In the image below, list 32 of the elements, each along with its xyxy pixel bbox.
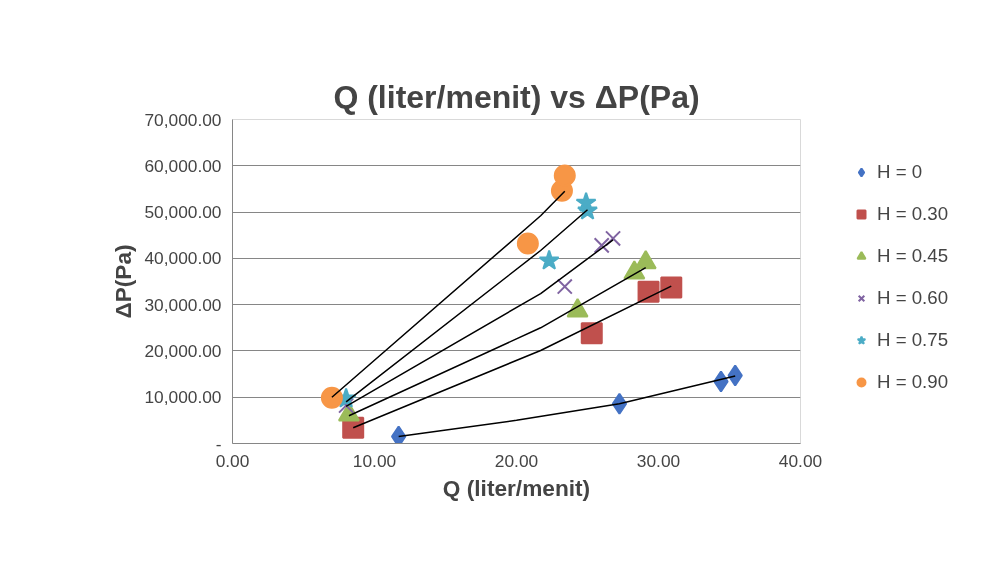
y-tick-label: 70,000.00 — [144, 109, 222, 130]
y-tick-label: 10,000.00 — [144, 387, 222, 408]
x-tick-label: 10.00 — [352, 450, 397, 471]
legend-label: H = 0.60 — [877, 287, 949, 309]
x-tick-label: 20.00 — [494, 450, 539, 471]
point — [580, 322, 603, 345]
legend-label: H = 0.30 — [877, 203, 949, 225]
y-tick-label: 20,000.00 — [144, 340, 222, 361]
point — [660, 276, 683, 299]
point — [516, 232, 539, 255]
y-tick-label: 60,000.00 — [144, 155, 222, 176]
y-tick-label: 40,000.00 — [144, 248, 222, 269]
point — [637, 280, 660, 303]
x-tick-label: 30.00 — [636, 450, 681, 471]
y-axis-title: ΔP(Pa) — [110, 244, 137, 319]
point — [556, 278, 573, 295]
point — [538, 249, 560, 270]
legend-label: H = 0.90 — [877, 371, 949, 393]
point — [320, 386, 343, 409]
point — [593, 237, 610, 254]
point — [553, 164, 576, 187]
x-axis-title: Q (liter/menit) — [442, 474, 591, 501]
point — [604, 230, 622, 247]
y-tick-label: 30,000.00 — [144, 294, 222, 315]
point — [338, 397, 355, 414]
legend-label: H = 0 — [877, 161, 923, 183]
legend-label: H = 0.45 — [877, 245, 949, 267]
y-tick-label: 50,000.00 — [144, 202, 222, 223]
point — [390, 425, 407, 444]
legend-label: H = 0.75 — [877, 329, 949, 351]
x-tick-label: 40.00 — [778, 450, 823, 471]
chart-title: Q (liter/menit) vs ΔP(Pa) — [333, 78, 700, 115]
